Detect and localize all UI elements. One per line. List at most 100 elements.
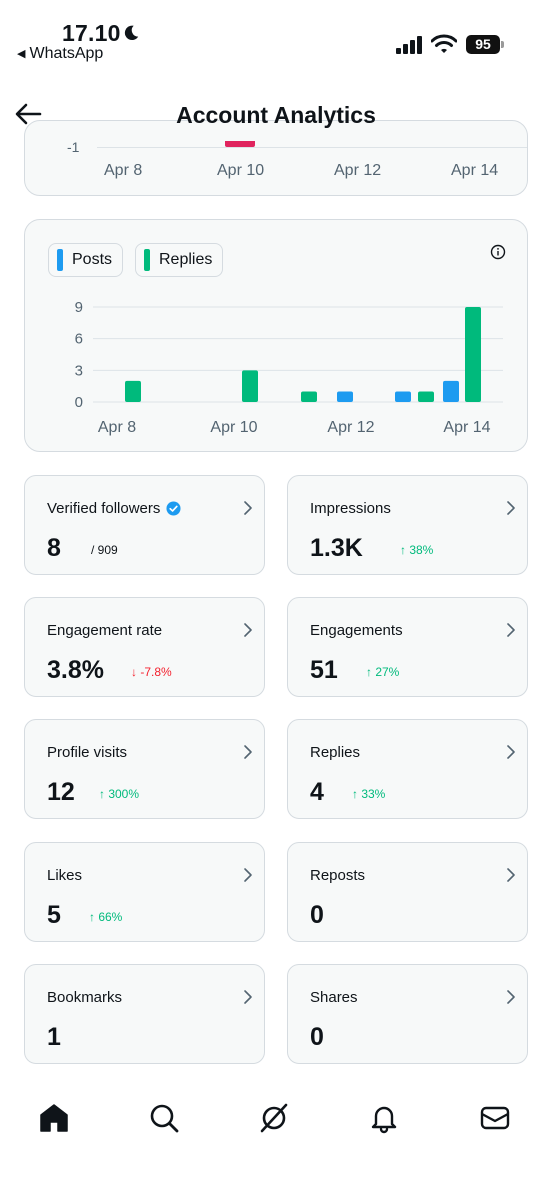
moon-icon <box>124 25 139 41</box>
grid-line <box>97 147 527 148</box>
bell-icon[interactable] <box>368 1102 400 1134</box>
x-tick-label: Apr 8 <box>98 419 136 436</box>
chevron-right-icon <box>244 501 252 515</box>
chevron-right-icon <box>244 745 252 759</box>
stat-card[interactable]: Verified followers 8 / 909 <box>24 475 265 575</box>
posts-bar[interactable] <box>395 391 411 402</box>
stat-value: 8 <box>47 534 61 562</box>
chevron-right-icon <box>507 623 515 637</box>
chevron-right-icon <box>244 990 252 1004</box>
replies-bar[interactable] <box>301 391 317 402</box>
x-tick-label: Apr 12 <box>327 419 374 436</box>
x-tick-label: Apr 10 <box>210 419 257 436</box>
stat-label-text: Verified followers <box>47 500 161 517</box>
stat-label-text: Reposts <box>310 867 366 884</box>
verified-badge-icon <box>166 501 181 516</box>
replies-bar[interactable] <box>418 391 434 402</box>
stat-card[interactable]: Likes 5 ↑ 66% <box>24 842 265 942</box>
x-tick-label: Apr 10 <box>217 162 265 179</box>
stat-value: 12 <box>47 778 75 806</box>
stat-card[interactable]: Replies 4 ↑ 33% <box>287 719 528 819</box>
replies-bar[interactable] <box>242 370 258 402</box>
stat-card[interactable]: Bookmarks 1 <box>24 964 265 1064</box>
stat-delta: ↑ 27% <box>366 665 400 679</box>
stat-delta: ↑ 66% <box>89 910 123 924</box>
stat-label-text: Profile visits <box>47 744 128 761</box>
stat-label-text: Engagements <box>310 622 403 639</box>
stat-card[interactable]: Profile visits 12 ↑ 300% <box>24 719 265 819</box>
red-bar-fragment <box>225 141 255 147</box>
wifi-icon <box>431 34 457 53</box>
posts-bar[interactable] <box>337 391 353 402</box>
home-icon[interactable] <box>38 1102 70 1134</box>
y-tick-label: 9 <box>75 299 83 316</box>
stat-total: / 909 <box>91 543 118 557</box>
stat-card[interactable]: Impressions 1.3K ↑ 38% <box>287 475 528 575</box>
stat-value: 0 <box>310 901 324 929</box>
stat-label: Verified followers <box>47 500 181 517</box>
stat-value: 1 <box>47 1023 61 1051</box>
stat-card[interactable]: Engagements 51 ↑ 27% <box>287 597 528 697</box>
stat-value: 0 <box>310 1023 324 1051</box>
stat-card[interactable]: Reposts 0 <box>287 842 528 942</box>
signal-icon <box>396 36 422 54</box>
back-app-label: WhatsApp <box>29 45 104 62</box>
chevron-right-icon <box>244 868 252 882</box>
back-arrow-icon[interactable] <box>14 102 42 126</box>
info-icon[interactable] <box>490 244 506 260</box>
legend-replies-label: Replies <box>159 251 213 268</box>
stat-label: Bookmarks <box>47 989 122 1006</box>
stat-value: 3.8% <box>47 656 104 684</box>
stat-label-text: Bookmarks <box>47 989 123 1006</box>
stat-value: 1.3K <box>310 534 363 562</box>
replies-swatch <box>144 249 150 271</box>
stat-delta: ↑ 300% <box>99 787 140 801</box>
stat-label-text: Likes <box>47 867 83 884</box>
replies-bar[interactable] <box>465 307 481 402</box>
stat-label: Replies <box>310 744 360 761</box>
mail-icon[interactable] <box>479 1102 511 1134</box>
legend-replies[interactable]: Replies <box>135 243 224 277</box>
bottom-nav <box>0 1090 552 1150</box>
previous-chart-card: -1 Apr 8 Apr 10 Apr 12 Apr 14 <box>24 120 528 196</box>
search-icon[interactable] <box>148 1102 180 1134</box>
chevron-right-icon <box>507 501 515 515</box>
y-tick-label: 3 <box>75 362 83 379</box>
stat-label-text: Engagement rate <box>47 622 163 639</box>
grok-icon[interactable] <box>258 1102 290 1134</box>
stat-label: Likes <box>47 867 82 884</box>
replies-bar[interactable] <box>125 380 141 402</box>
stat-label: Engagement rate <box>47 622 162 639</box>
stat-card[interactable]: Engagement rate 3.8% ↓ -7.8% <box>24 597 265 697</box>
stat-delta: ↑ 38% <box>400 543 434 557</box>
y-tick-label: 6 <box>75 331 83 348</box>
page-title: Account Analytics <box>176 102 376 128</box>
back-to-app-link[interactable]: ◀ WhatsApp <box>17 45 103 63</box>
stat-value: 4 <box>310 778 324 806</box>
y-tick-label: 0 <box>75 394 83 411</box>
battery-indicator: 95 <box>466 35 504 54</box>
chevron-right-icon <box>507 868 515 882</box>
battery-tip <box>501 41 504 48</box>
stat-value: 5 <box>47 901 61 929</box>
chevron-right-icon <box>507 745 515 759</box>
x-tick-label: Apr 12 <box>334 162 382 179</box>
legend-posts[interactable]: Posts <box>48 243 124 277</box>
chevron-right-icon <box>507 990 515 1004</box>
stat-label: Impressions <box>310 500 391 517</box>
clock-time: 17.10 <box>62 20 121 46</box>
page-header: Account Analytics <box>0 90 552 140</box>
stat-label-text: Replies <box>310 744 361 761</box>
stat-label: Profile visits <box>47 744 127 761</box>
stat-label-text: Impressions <box>310 500 391 517</box>
stat-value: 51 <box>310 656 338 684</box>
legend-posts-label: Posts <box>72 251 113 268</box>
stat-card[interactable]: Shares 0 <box>287 964 528 1064</box>
stat-delta: ↓ -7.8% <box>131 665 172 679</box>
stat-label-text: Shares <box>310 989 358 1006</box>
posts-bar[interactable] <box>443 380 459 402</box>
stat-label: Reposts <box>310 867 365 884</box>
posts-swatch <box>57 249 63 271</box>
status-bar: 17.10 ◀ WhatsApp 95 <box>0 0 552 70</box>
x-tick-label: Apr 14 <box>451 162 499 179</box>
